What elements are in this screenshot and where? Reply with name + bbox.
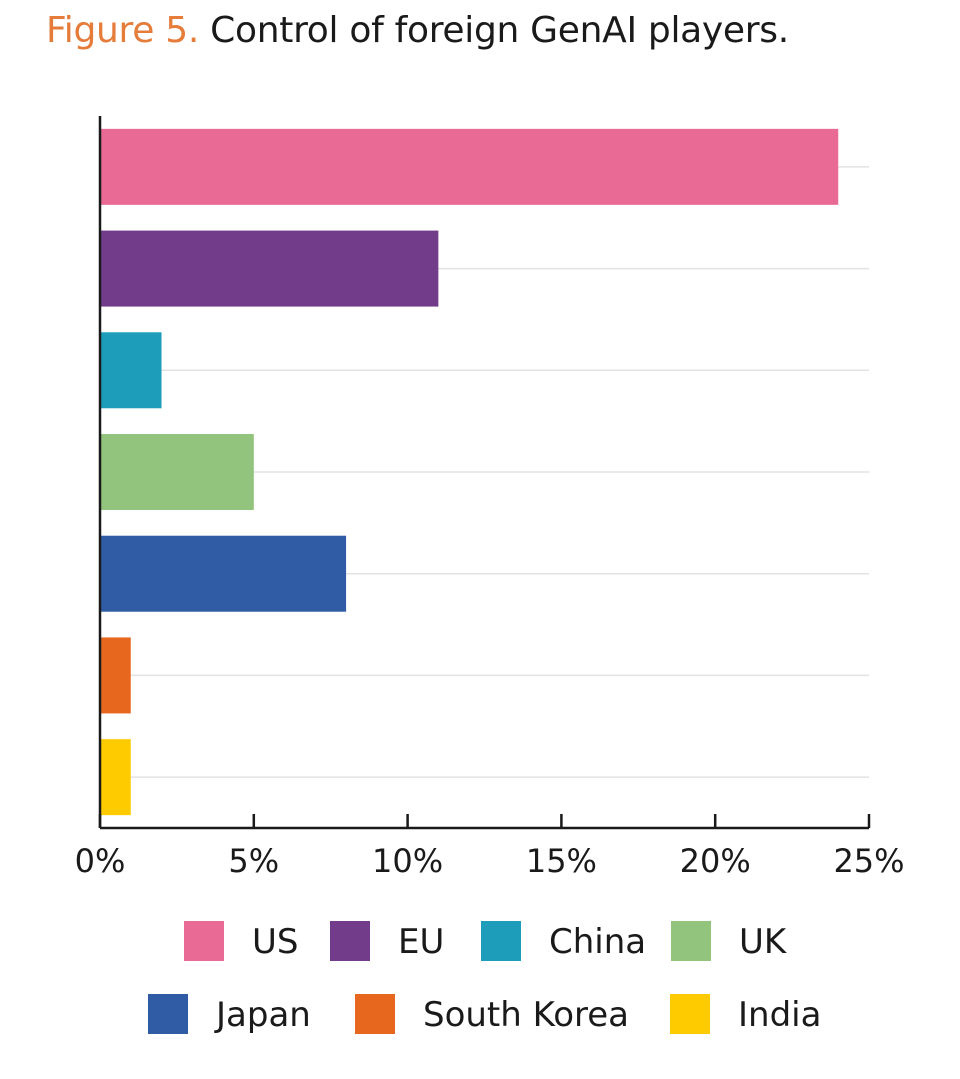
bar-japan <box>100 535 347 612</box>
legend-swatch-china <box>481 921 521 961</box>
bar-india <box>100 739 131 816</box>
legend-swatch-south-korea <box>355 994 395 1034</box>
legend-swatch-india <box>670 994 710 1034</box>
legend-swatch-uk <box>671 921 711 961</box>
legend-swatch-japan <box>148 994 188 1034</box>
x-tick-label: 15% <box>526 842 597 880</box>
figure-title: Figure 5. Control of foreign GenAI playe… <box>46 10 789 51</box>
bar-south-korea <box>100 637 131 714</box>
legend-label-south-korea: South Korea <box>423 995 629 1035</box>
bar-uk <box>100 434 254 510</box>
legend-label-uk: UK <box>739 922 788 962</box>
figure-label: Figure 5. <box>46 10 200 51</box>
legend-label-japan: Japan <box>214 995 311 1035</box>
x-tick-label: 5% <box>228 842 279 880</box>
x-tick-label: 0% <box>75 842 126 880</box>
legend-label-us: US <box>252 922 298 962</box>
bar-china <box>100 332 162 409</box>
legend-swatch-us <box>184 921 224 961</box>
legend-swatch-eu <box>330 921 370 961</box>
bar-us <box>100 128 839 205</box>
figure-title-text: Control of foreign GenAI players. <box>210 10 789 51</box>
x-tick-label: 20% <box>680 842 751 880</box>
x-tick-label: 10% <box>372 842 443 880</box>
x-tick-label: 25% <box>833 842 904 880</box>
bar-eu <box>100 230 439 307</box>
legend-label-eu: EU <box>398 922 444 962</box>
legend-label-china: China <box>549 922 646 962</box>
legend-label-india: India <box>738 995 821 1035</box>
